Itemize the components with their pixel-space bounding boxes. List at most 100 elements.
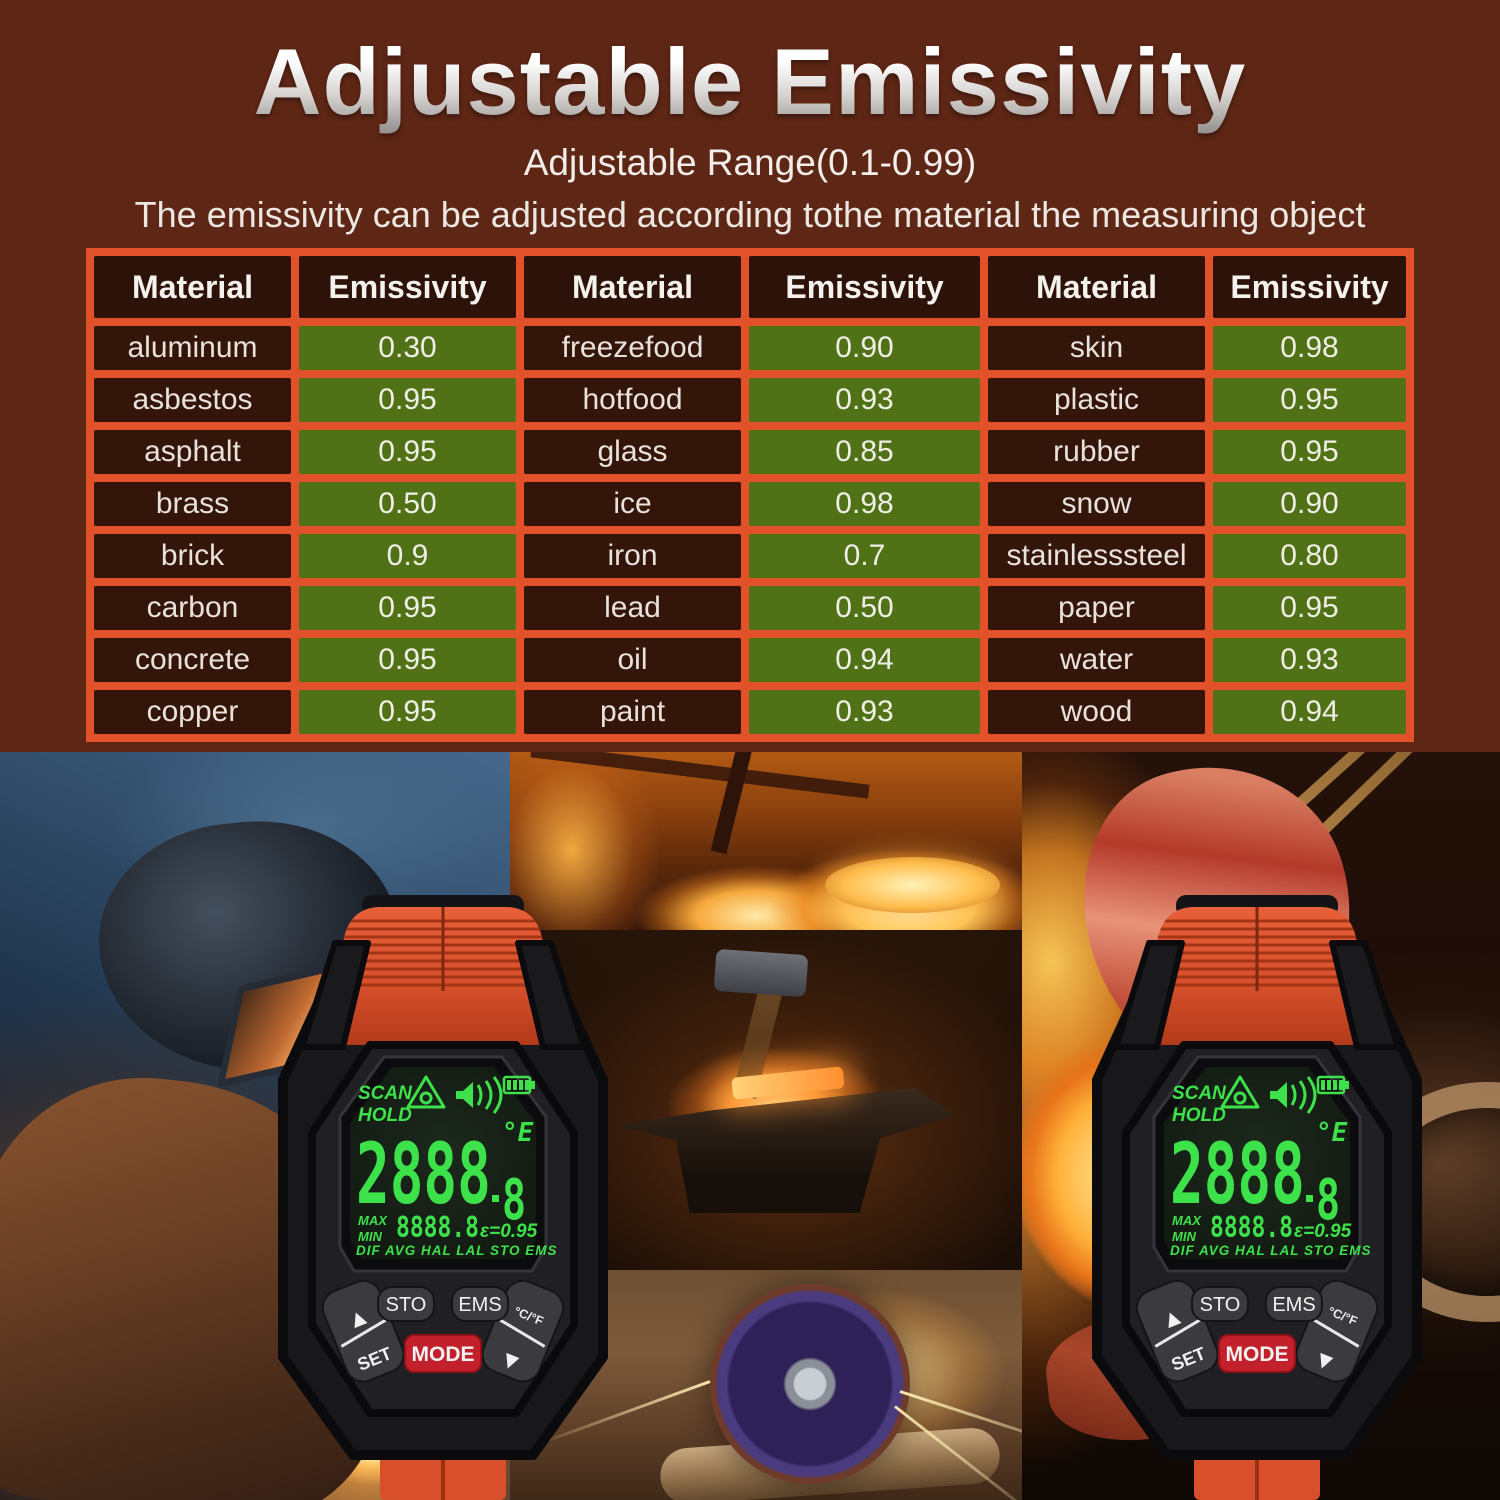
emissivity-cell: 0.95 <box>299 586 516 630</box>
emissivity-cell: 0.80 <box>1213 534 1406 578</box>
lcd-content: SCAN HOLD °E 2888 8 MAX MIN 8888.8 ε=0.9 <box>1170 1075 1372 1258</box>
scan-indicator: SCAN <box>358 1083 413 1104</box>
hold-indicator: HOLD <box>1172 1105 1226 1126</box>
emissivity-cell: 0.9 <box>299 534 516 578</box>
mode-button <box>1218 1334 1296 1373</box>
emissivity-cell: 0.50 <box>299 482 516 526</box>
lcd-screen <box>350 1067 536 1259</box>
emissivity-cell: 0.94 <box>749 638 980 682</box>
emissivity-cell: 0.94 <box>1213 690 1406 734</box>
material-cell: asbestos <box>94 378 291 422</box>
material-cell: paint <box>524 690 741 734</box>
material-cell: iron <box>524 534 741 578</box>
ems-button <box>1265 1286 1323 1322</box>
decimal-point <box>1306 1195 1313 1202</box>
main-temperature-readout: 2888 <box>1170 1125 1305 1223</box>
material-cell: oil <box>524 638 741 682</box>
cap-shoulder-left <box>1113 940 1185 1050</box>
lcd-content: SCAN HOLD °E 2888 8 MAX MIN 8888.8 ε=0.9 <box>356 1075 558 1258</box>
battery-icon <box>1316 1075 1349 1095</box>
emissivity-cell: 0.95 <box>299 378 516 422</box>
column-header: Emissivity <box>749 256 980 318</box>
column-header: Emissivity <box>299 256 516 318</box>
emissivity-cell: 0.95 <box>299 690 516 734</box>
emissivity-cell: 0.98 <box>749 482 980 526</box>
unit-readout: °E <box>1316 1118 1348 1148</box>
page-title: Adjustable Emissivity <box>0 0 1500 136</box>
speaker-icon <box>1270 1076 1317 1114</box>
cap-shoulder-right <box>515 940 587 1050</box>
function-indicators: DIF AVG HAL LAL STO EMS <box>356 1243 558 1258</box>
hold-indicator: HOLD <box>358 1105 412 1126</box>
material-cell: rubber <box>988 430 1205 474</box>
material-cell: carbon <box>94 586 291 630</box>
emissivity-cell: 0.50 <box>749 586 980 630</box>
button-cluster: ▲ SET °C/°F ▼ STO EMS MODE <box>321 1279 565 1383</box>
column-header: Emissivity <box>1213 256 1406 318</box>
emissivity-cell: 0.95 <box>299 638 516 682</box>
material-cell: copper <box>94 690 291 734</box>
column-header: Material <box>94 256 291 318</box>
ir-thermometer-left: SCAN HOLD °E 2888 8 MAX MIN 8888.8 ε=0.9 <box>278 895 608 1500</box>
laser-warning-icon <box>406 1075 446 1109</box>
ems-button <box>451 1286 509 1322</box>
hero-section: Adjustable Emissivity Adjustable Range(0… <box>0 0 1500 236</box>
emissivity-readout: ε=0.95 <box>480 1221 538 1242</box>
emissivity-cell: 0.95 <box>1213 586 1406 630</box>
laser-warning-icon <box>1220 1075 1260 1109</box>
mode-button-label: MODE <box>412 1343 475 1366</box>
column-header: Material <box>988 256 1205 318</box>
emissivity-cell: 0.90 <box>749 326 980 370</box>
material-cell: snow <box>988 482 1205 526</box>
grinding-disc <box>710 1284 910 1484</box>
emissivity-cell: 0.7 <box>749 534 980 578</box>
anvil <box>615 1088 955 1213</box>
hammer-head <box>713 948 809 998</box>
cap-shoulder-left <box>299 940 371 1050</box>
main-temperature-readout: 2888 <box>356 1125 491 1223</box>
cap-shoulder-right <box>1329 940 1401 1050</box>
emissivity-cell: 0.30 <box>299 326 516 370</box>
emissivity-cell: 0.93 <box>749 690 980 734</box>
ir-thermometer-right: SCAN HOLD °E 2888 8 MAX MIN 8888.8 ε=0.9 <box>1092 895 1422 1500</box>
min-label: MIN <box>358 1229 382 1244</box>
material-cell: brick <box>94 534 291 578</box>
material-cell: skin <box>988 326 1205 370</box>
ems-button-label: EMS <box>1272 1294 1315 1316</box>
memory-readout: 8888.8 <box>1210 1212 1293 1245</box>
material-cell: wood <box>988 690 1205 734</box>
emissivity-cell: 0.95 <box>1213 430 1406 474</box>
decimal-digit: 8 <box>502 1168 526 1232</box>
emissivity-cell: 0.98 <box>1213 326 1406 370</box>
emissivity-readout: ε=0.95 <box>1294 1221 1352 1242</box>
emissivity-cell: 0.95 <box>299 430 516 474</box>
material-cell: water <box>988 638 1205 682</box>
material-cell: freezefood <box>524 326 741 370</box>
molten-metal-pot <box>825 857 1000 913</box>
material-cell: stainlesssteel <box>988 534 1205 578</box>
emissivity-cell: 0.85 <box>749 430 980 474</box>
material-cell: concrete <box>94 638 291 682</box>
material-cell: glass <box>524 430 741 474</box>
battery-icon <box>502 1075 535 1095</box>
function-indicators: DIF AVG HAL LAL STO EMS <box>1170 1243 1372 1258</box>
emissivity-cell: 0.95 <box>1213 378 1406 422</box>
material-cell: hotfood <box>524 378 741 422</box>
photo-foundry-scene <box>510 752 1022 930</box>
unit-readout: °E <box>502 1118 534 1148</box>
speaker-icon <box>456 1076 503 1114</box>
material-cell: lead <box>524 586 741 630</box>
scan-indicator: SCAN <box>1172 1083 1227 1104</box>
max-label: MAX <box>1172 1213 1202 1228</box>
min-label: MIN <box>1172 1229 1196 1244</box>
sto-button-label: STO <box>1200 1294 1241 1316</box>
emissivity-cell: 0.90 <box>1213 482 1406 526</box>
emissivity-cell: 0.93 <box>1213 638 1406 682</box>
material-cell: ice <box>524 482 741 526</box>
decimal-point <box>492 1195 499 1202</box>
sto-button <box>1191 1286 1249 1322</box>
material-cell: paper <box>988 586 1205 630</box>
column-header: Material <box>524 256 741 318</box>
subtitle: Adjustable Range(0.1-0.99) <box>523 142 977 183</box>
